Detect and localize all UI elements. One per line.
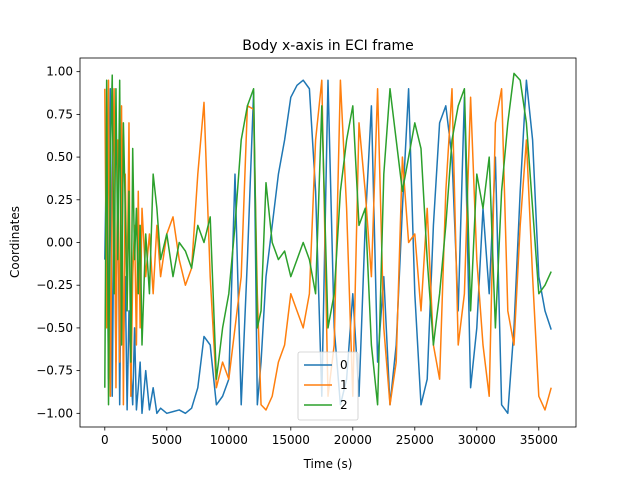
y-tick-label: 1.00 [46, 65, 73, 79]
series-line-1 [104, 79, 552, 411]
y-tick-label: 0.00 [46, 236, 73, 250]
x-tick-label: 10000 [210, 433, 248, 447]
legend-label-0: 0 [340, 358, 348, 372]
legend-box [297, 351, 359, 421]
y-tick-label: −0.25 [36, 278, 73, 292]
y-tick-label: 0.25 [46, 193, 73, 207]
y-tick-label: 0.75 [46, 107, 73, 121]
y-tick-label: −0.50 [36, 321, 73, 335]
series-group [104, 72, 552, 415]
x-tick-label: 0 [101, 433, 109, 447]
y-tick-label: 0.50 [46, 150, 73, 164]
legend-label-2: 2 [340, 398, 348, 412]
x-tick-label: 35000 [520, 433, 558, 447]
x-tick-label: 30000 [458, 433, 496, 447]
y-tick-label: −0.75 [36, 364, 73, 378]
y-tick-label: −1.00 [36, 406, 73, 420]
x-tick-label: 5000 [152, 433, 183, 447]
y-axis-label: Coordinates [8, 206, 22, 278]
series-line-2 [104, 72, 552, 406]
chart-title: Body x-axis in ECI frame [242, 38, 414, 54]
x-tick-label: 25000 [396, 433, 434, 447]
legend: 0 1 2 [297, 351, 359, 421]
x-tick-label: 15000 [272, 433, 310, 447]
x-axis-label: Time (s) [303, 457, 353, 471]
x-tick-label: 20000 [334, 433, 372, 447]
legend-label-1: 1 [340, 378, 348, 392]
series-line-0 [104, 79, 552, 415]
